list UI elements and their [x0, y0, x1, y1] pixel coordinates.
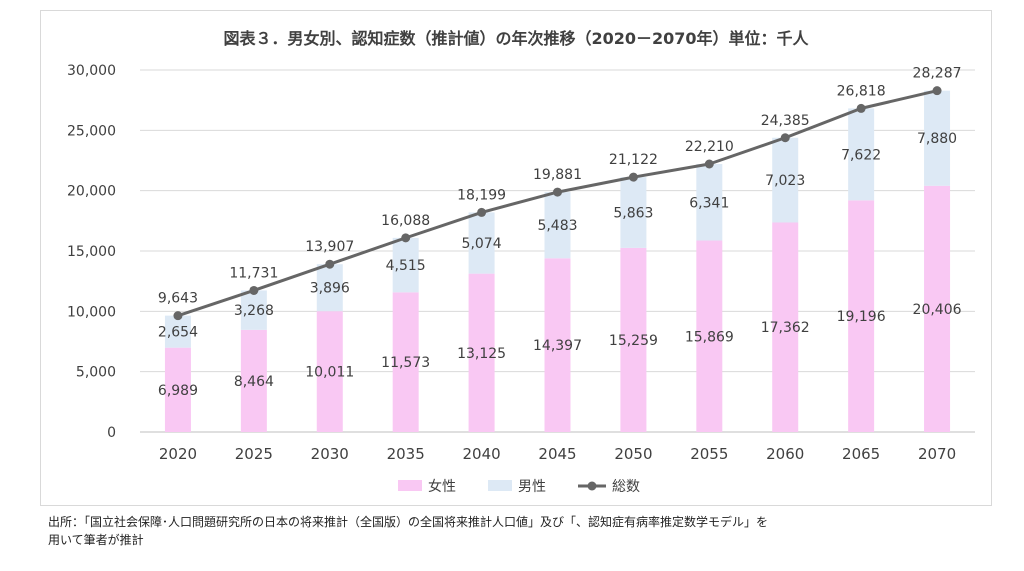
chart-svg: 0 5,000 10,000 15,000 20,000 25,000 30,000 6,98… [67, 63, 975, 495]
bar-female-2065 [848, 200, 875, 432]
x-tick-label: 2040 [462, 445, 500, 463]
x-tick-label: 2030 [311, 445, 349, 463]
bar-female-2025 [240, 329, 267, 432]
chart-frame: 図表３．男女別、認知症数（推計値）の年次推移（2020－2070年）単位：千人 [40, 10, 992, 506]
total-point-2045 [553, 187, 562, 197]
total-point-2035 [401, 233, 411, 243]
bar-female-2070 [924, 185, 951, 432]
label-female-2055: 15,869 [685, 329, 734, 345]
total-point-2040 [477, 207, 487, 217]
bar-male-2055 [696, 163, 723, 241]
label-female-2025: 8,464 [234, 374, 274, 390]
legend-marker-total [587, 481, 597, 491]
bar-female-2060 [772, 222, 799, 432]
label-female-2030: 10,011 [305, 365, 354, 381]
legend-label-total: 総数 [612, 479, 640, 495]
label-female-2040: 13,125 [457, 346, 506, 362]
bar-male-2065 [848, 108, 875, 201]
x-tick-label: 2060 [766, 445, 804, 463]
bar-female-2040 [468, 273, 495, 432]
label-male-2065: 7,622 [841, 147, 881, 163]
label-total-2065: 26,818 [837, 83, 886, 99]
y-tick-label: 0 [107, 425, 116, 441]
total-point-2055 [704, 159, 714, 169]
total-point-2025 [249, 285, 259, 295]
total-point-2060 [780, 133, 790, 143]
label-female-2050: 15,259 [609, 333, 658, 349]
label-total-2055: 22,210 [685, 139, 734, 155]
label-male-2070: 7,880 [917, 131, 957, 147]
source-note: 出所：「国立社会保障･人口問題研究所の日本の将来推計（全国版）の全国将来推計人口… [48, 513, 988, 549]
label-female-2070: 20,406 [913, 302, 962, 318]
legend-label-female: 女性 [428, 478, 456, 495]
legend-label-male: 男性 [518, 479, 546, 495]
source-line-1: 出所：「国立社会保障･人口問題研究所の日本の将来推計（全国版）の全国将来推計人口… [48, 515, 769, 529]
bar-male-2035 [392, 237, 419, 293]
label-female-2045: 14,397 [533, 338, 582, 354]
bar-male-2050 [620, 177, 647, 248]
label-male-2035: 4,515 [386, 258, 426, 274]
label-male-2060: 7,023 [765, 173, 805, 189]
x-tick-label: 2050 [614, 445, 652, 463]
total-point-2020 [173, 311, 183, 321]
x-tick-label: 2055 [690, 445, 728, 463]
y-tick-label: 25,000 [67, 123, 116, 139]
x-tick-label: 2020 [159, 445, 197, 463]
bar-male-2020 [164, 315, 191, 348]
label-total-2020: 9,643 [158, 291, 198, 307]
x-tick-label: 2070 [918, 445, 956, 463]
bar-male-2070 [924, 90, 951, 186]
label-total-2070: 28,287 [913, 66, 962, 82]
bar-female-2035 [392, 292, 419, 432]
x-tick-label: 2045 [538, 445, 576, 463]
total-point-2030 [325, 259, 335, 269]
label-male-2050: 5,863 [613, 206, 653, 222]
bar-male-2025 [240, 290, 267, 330]
total-point-2050 [628, 172, 638, 182]
label-total-2035: 16,088 [381, 213, 430, 229]
label-male-2025: 3,268 [234, 303, 274, 319]
bar-female-2045 [544, 258, 571, 432]
label-female-2035: 11,573 [381, 355, 430, 371]
label-total-2030: 13,907 [305, 239, 354, 255]
x-tick-label: 2025 [235, 445, 273, 463]
bar-female-2055 [696, 240, 723, 432]
label-total-2050: 21,122 [609, 152, 658, 168]
label-male-2045: 5,483 [537, 218, 577, 234]
bar-male-2040 [468, 212, 495, 274]
total-point-2070 [932, 86, 942, 96]
source-line-2: 用いて筆者が推計 [48, 533, 144, 547]
label-male-2040: 5,074 [462, 236, 502, 252]
bar-male-2045 [544, 192, 571, 259]
bar-female-2020 [164, 347, 191, 432]
y-tick-label: 5,000 [76, 365, 116, 381]
x-tick-label: 2035 [387, 445, 425, 463]
label-total-2060: 24,385 [761, 113, 810, 129]
legend-swatch-female [398, 480, 422, 491]
label-total-2025: 11,731 [229, 265, 278, 281]
bar-male-2060 [772, 137, 799, 223]
x-tick-label: 2065 [842, 445, 880, 463]
legend-swatch-male [488, 480, 512, 491]
label-female-2065: 19,196 [837, 309, 886, 325]
chart-title: 図表３．男女別、認知症数（推計値）の年次推移（2020－2070年）単位：千人 [223, 29, 809, 48]
y-tick-label: 30,000 [67, 63, 116, 79]
total-point-2065 [856, 103, 866, 113]
label-male-2030: 3,896 [310, 281, 350, 297]
label-female-2060: 17,362 [761, 320, 810, 336]
label-total-2045: 19,881 [533, 167, 582, 183]
label-total-2040: 18,199 [457, 187, 506, 203]
y-tick-label: 15,000 [67, 244, 116, 260]
y-tick-label: 10,000 [67, 304, 116, 320]
bar-female-2050 [620, 247, 647, 432]
y-tick-label: 20,000 [67, 184, 116, 200]
label-male-2020: 2,654 [158, 325, 198, 341]
bar-female-2030 [316, 311, 343, 432]
label-female-2020: 6,989 [158, 383, 198, 399]
label-male-2055: 6,341 [689, 195, 729, 211]
bar-male-2030 [316, 264, 343, 312]
